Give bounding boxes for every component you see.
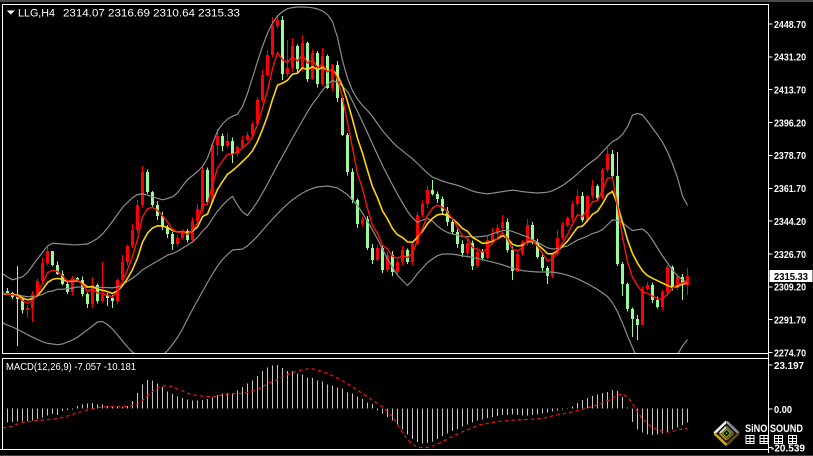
- svg-text:23.197: 23.197: [774, 360, 804, 372]
- svg-text:MACD(12,26,9) -7.057 -10.181: MACD(12,26,9) -7.057 -10.181: [6, 361, 136, 373]
- svg-text:2309.20: 2309.20: [774, 282, 806, 294]
- svg-text:LLG,H4: LLG,H4: [18, 8, 55, 20]
- svg-text:2448.70: 2448.70: [774, 19, 806, 31]
- svg-text:0.00: 0.00: [774, 404, 792, 416]
- svg-text:2396.20: 2396.20: [774, 117, 806, 129]
- svg-text:2314.07 2316.69 2310.64 2315.3: 2314.07 2316.69 2310.64 2315.33: [63, 8, 240, 20]
- svg-text:2315.33: 2315.33: [774, 271, 808, 283]
- svg-text:2274.70: 2274.70: [774, 347, 806, 359]
- svg-text:2413.70: 2413.70: [774, 85, 806, 97]
- svg-text:2361.70: 2361.70: [774, 183, 806, 195]
- svg-text:2344.20: 2344.20: [774, 216, 806, 228]
- svg-text:2291.70: 2291.70: [774, 315, 806, 327]
- svg-text:2431.20: 2431.20: [774, 52, 806, 64]
- svg-text:2326.70: 2326.70: [774, 249, 806, 261]
- svg-text:-20.539: -20.539: [771, 442, 805, 454]
- svg-text:SiNO SOUND: SiNO SOUND: [745, 423, 803, 435]
- svg-text:2378.70: 2378.70: [774, 150, 806, 162]
